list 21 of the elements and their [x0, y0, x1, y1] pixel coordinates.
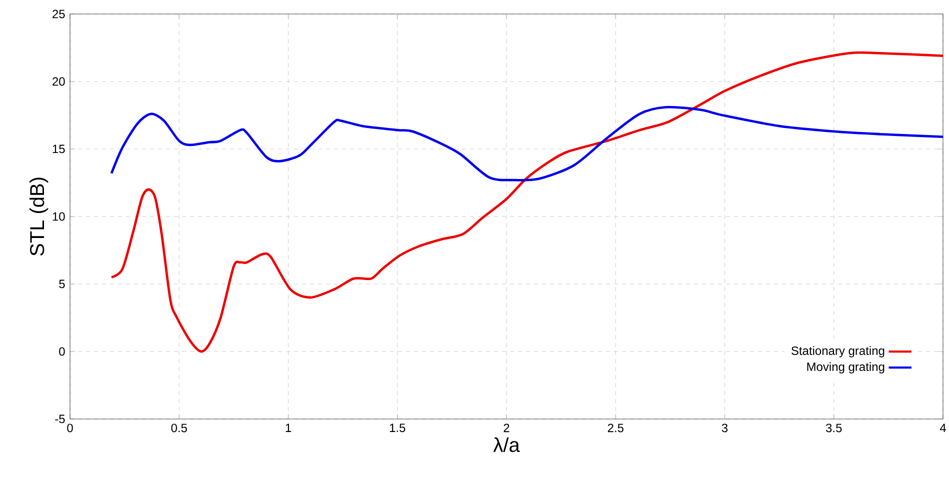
y-tick-label: 5 — [59, 280, 65, 288]
y-tick-label: 25 — [52, 10, 65, 18]
y-tick-label: 10 — [52, 212, 65, 221]
legend-label: Stationary grating — [791, 346, 884, 358]
x-tick-label: 3.5 — [826, 424, 842, 432]
x-tick-label: 2.5 — [608, 424, 624, 432]
x-tick-label: 3 — [722, 424, 728, 432]
x-tick-label: 1.5 — [390, 424, 406, 432]
y-tick-label: 20 — [52, 77, 65, 86]
y-tick-label: -5 — [55, 414, 65, 424]
x-tick-label: 1 — [286, 424, 292, 432]
line-series — [110, 106, 943, 182]
x-tick-label: 0 — [67, 424, 73, 432]
x-tick-label: 0.5 — [171, 424, 187, 432]
y-tick-label: 15 — [52, 144, 65, 154]
x-tick-label: 2 — [504, 424, 510, 432]
x-axis-title: λ/a — [493, 437, 520, 452]
y-tick-label: 0 — [59, 347, 65, 356]
legend-label: Moving grating — [807, 362, 884, 374]
y-axis-title: STL (dB) — [30, 178, 48, 256]
x-tick-label: 4 — [940, 424, 946, 432]
